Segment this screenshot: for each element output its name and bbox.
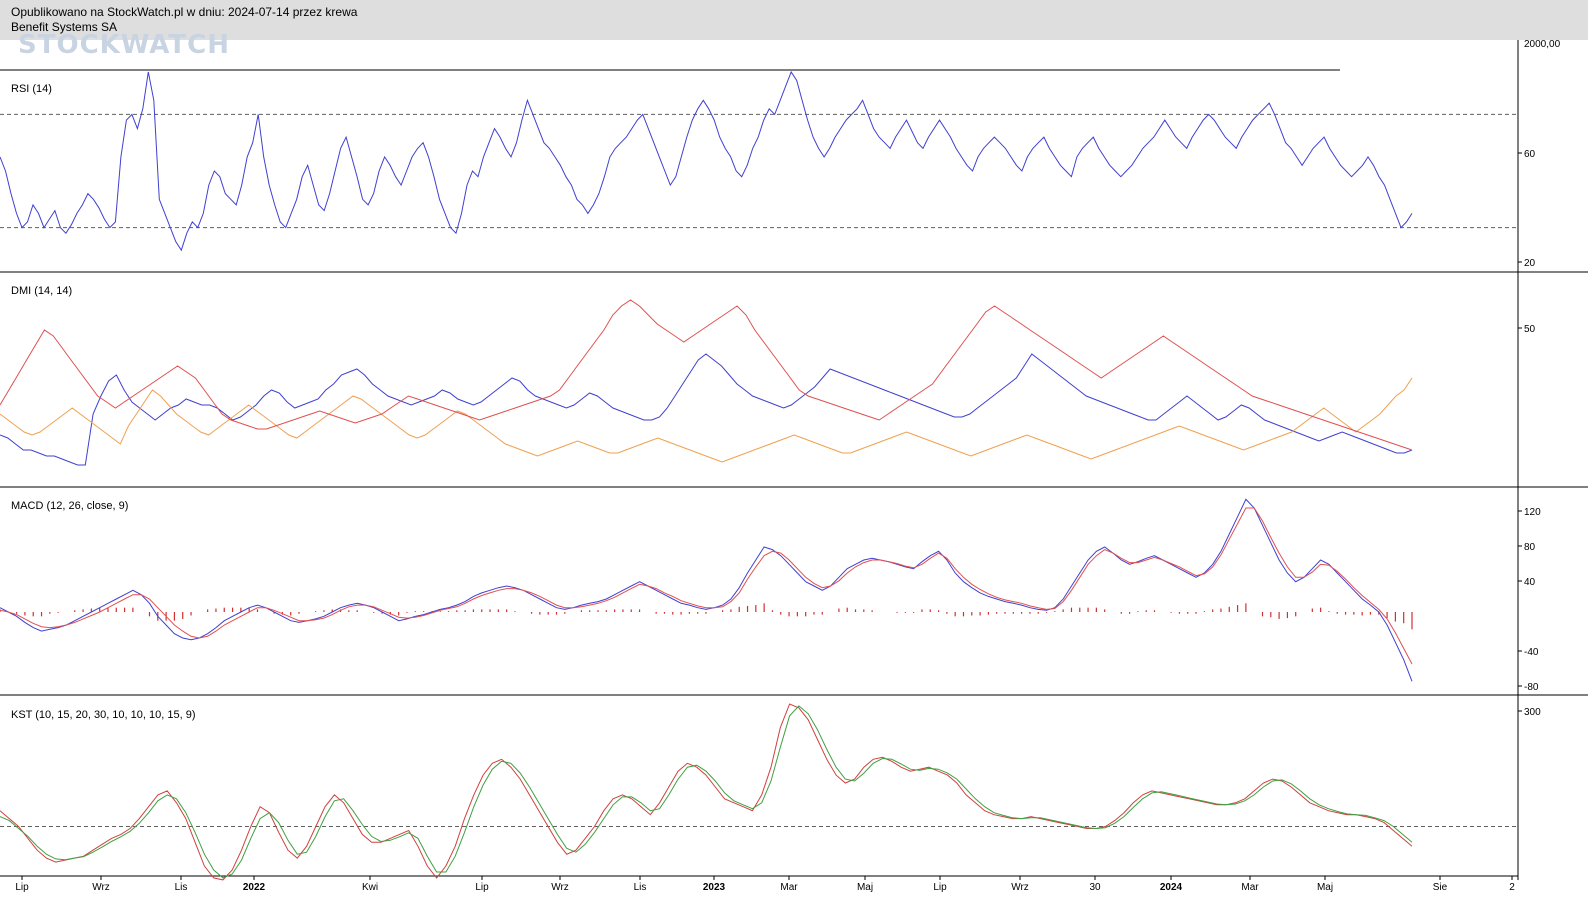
published-info: Opublikowano na StockWatch.pl w dniu: 20… — [11, 5, 358, 19]
x-tick-label: 2023 — [703, 882, 726, 893]
price-axis-label: 2000,00 — [1524, 39, 1561, 50]
macd-ytick-label: -40 — [1524, 647, 1539, 658]
dmi-ytick-label: 50 — [1524, 324, 1536, 335]
x-axis: Lip Wrz Lis 2022 Kwi Lip Wrz Lis 2023 Mar Maj Lip Wr… — [15, 876, 1515, 893]
x-tick-label: Kwi — [362, 882, 378, 893]
watermark-logo: STOCKWATCH — [18, 30, 230, 60]
x-tick-label: Sie — [1433, 882, 1448, 893]
kst-series-line-1 — [0, 705, 1413, 879]
macd-ytick-label: -80 — [1524, 682, 1539, 693]
dmi-series-line-0 — [0, 353, 1413, 466]
macd-series-line-0 — [0, 498, 1413, 682]
x-tick-label: Wrz — [1011, 882, 1029, 893]
x-tick-label: Lip — [15, 882, 29, 893]
x-tick-label: Lip — [933, 882, 947, 893]
x-tick-label: Lip — [475, 882, 489, 893]
macd-title: MACD (12, 26, close, 9) — [11, 500, 128, 512]
publication-header: Opublikowano na StockWatch.pl w dniu: 20… — [0, 0, 1588, 40]
rsi-ytick-label: 60 — [1524, 149, 1536, 160]
x-tick-label: Mar — [1241, 882, 1259, 893]
rsi-series-line-0 — [0, 70, 1413, 252]
macd-ytick-label: 80 — [1524, 542, 1536, 553]
x-tick-label: Wrz — [92, 882, 110, 893]
company-name: Benefit Systems SA — [11, 20, 118, 34]
x-tick-label: 2 — [1509, 882, 1515, 893]
macd-series-line-1 — [0, 507, 1413, 665]
kst-series-line-0 — [0, 703, 1413, 881]
dmi-title: DMI (14, 14) — [11, 285, 72, 297]
dmi-series-line-1 — [0, 377, 1413, 463]
x-tick-label: 2024 — [1160, 882, 1183, 893]
kst-ytick-label: 300 — [1524, 707, 1541, 718]
x-tick-label: Wrz — [551, 882, 569, 893]
rsi-title: RSI (14) — [11, 83, 52, 95]
dmi-series-line-2 — [0, 299, 1413, 451]
kst-title: KST (10, 15, 20, 30, 10, 10, 10, 15, 9) — [11, 709, 195, 721]
x-tick-label: Mar — [780, 882, 798, 893]
x-tick-label: Lis — [175, 882, 188, 893]
macd-ytick-label: 40 — [1524, 577, 1536, 588]
rsi-ytick-label: 20 — [1524, 258, 1536, 269]
x-tick-label: Maj — [857, 882, 873, 893]
x-tick-label: Lis — [634, 882, 647, 893]
x-tick-label: 30 — [1089, 882, 1101, 893]
macd-ytick-label: 120 — [1524, 507, 1541, 518]
x-tick-label: 2022 — [243, 882, 266, 893]
x-tick-label: Maj — [1317, 882, 1333, 893]
